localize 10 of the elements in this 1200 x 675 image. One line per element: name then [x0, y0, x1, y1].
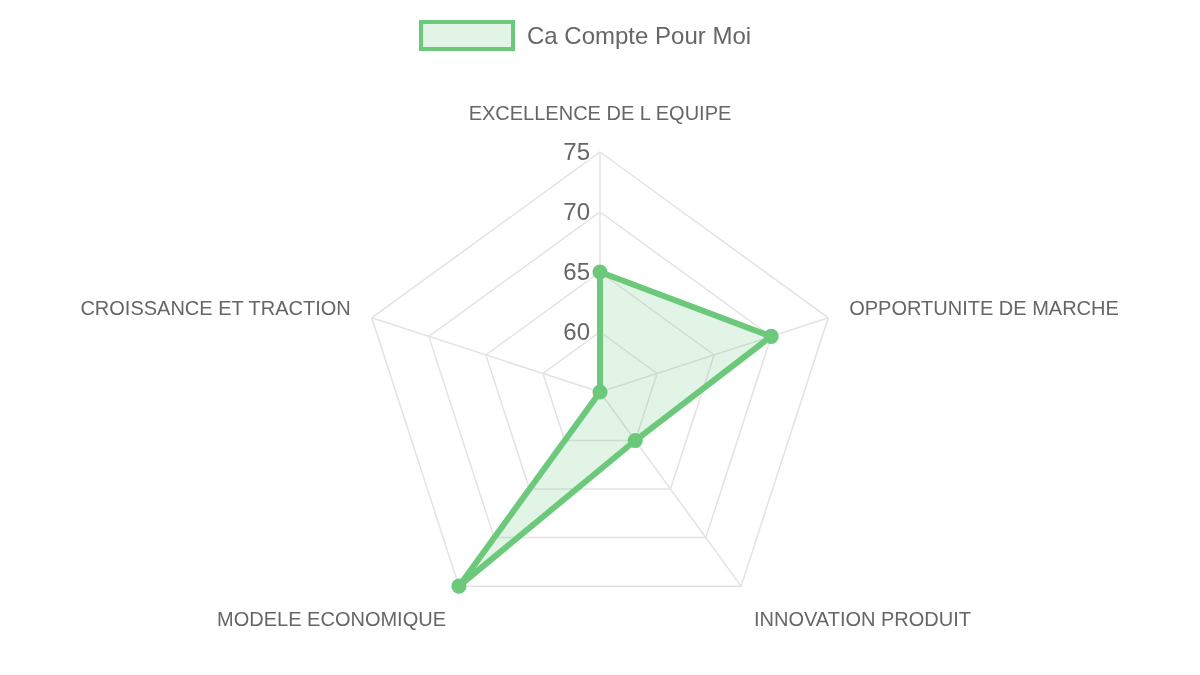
spoke-label: EXCELLENCE DE L EQUIPE	[468, 102, 732, 124]
y-tick-label: 60	[563, 318, 590, 345]
spoke-label: INNOVATION PRODUIT	[754, 607, 972, 630]
y-tick-label: 75	[563, 138, 590, 165]
spoke-label: OPPORTUNITE DE MARCHE	[849, 297, 1119, 320]
spoke-label: CROISSANCE ET TRACTION	[80, 297, 351, 320]
y-tick-label: 65	[563, 258, 590, 285]
legend-label: Ca Compte Pour Moi	[527, 22, 752, 49]
spoke-label: MODELE ECONOMIQUE	[217, 607, 446, 630]
y-tick-label: 70	[563, 198, 590, 225]
